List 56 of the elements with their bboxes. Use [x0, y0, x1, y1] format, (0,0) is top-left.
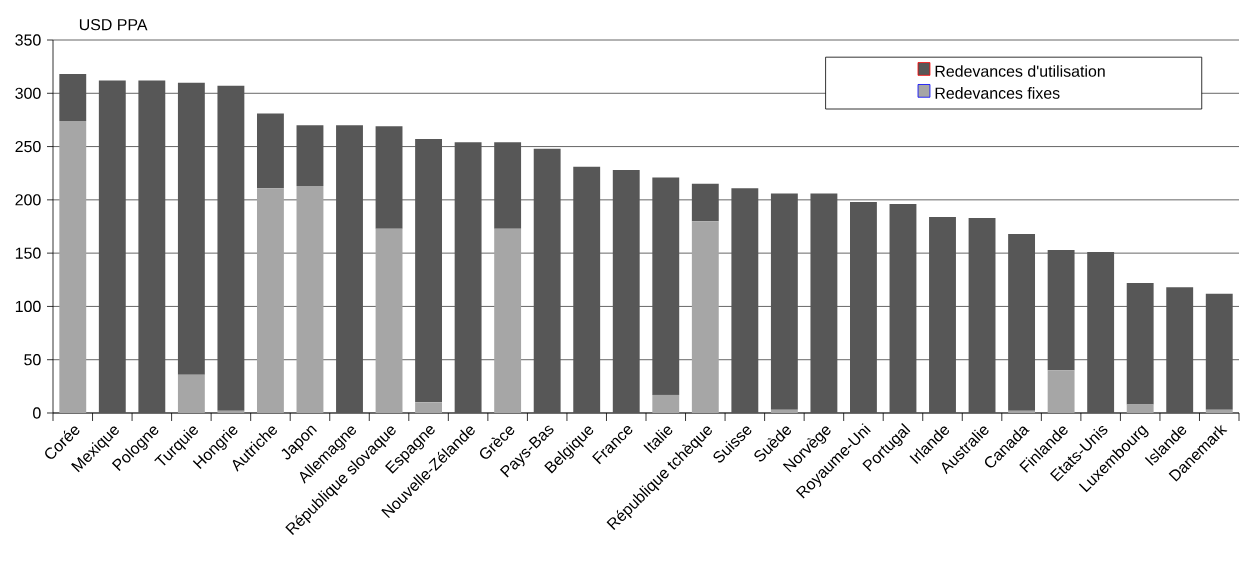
bar — [1047, 370, 1075, 413]
y-axis-title: USD PPA — [79, 19, 148, 31]
bar — [1008, 410, 1036, 413]
bar — [256, 113, 284, 189]
bar — [1047, 249, 1075, 371]
bar — [968, 217, 996, 413]
legend-label: Redevances d'utilisation — [935, 65, 1105, 77]
bar — [1205, 409, 1233, 413]
bar — [138, 80, 166, 413]
bar — [59, 74, 87, 121]
y-tick-label: 200 — [15, 194, 41, 206]
bar — [336, 125, 363, 413]
bar — [850, 201, 877, 413]
bar — [494, 142, 522, 229]
bar — [612, 170, 640, 413]
legend-label: Redevances fixes — [935, 87, 1060, 99]
bar — [415, 139, 443, 403]
bar — [1205, 293, 1233, 410]
bar — [691, 183, 719, 222]
bar — [1008, 233, 1036, 411]
bar — [1126, 404, 1154, 413]
bar — [770, 193, 798, 410]
bar — [929, 216, 956, 413]
bar — [375, 126, 403, 229]
bar — [731, 188, 759, 413]
y-tick-label: 300 — [15, 87, 41, 99]
bar — [296, 186, 324, 413]
bar — [810, 193, 838, 413]
bar — [1087, 252, 1115, 413]
bar — [217, 85, 245, 411]
bar — [573, 166, 601, 413]
bar — [256, 188, 284, 413]
bar — [691, 221, 719, 413]
bar — [770, 409, 798, 413]
bar — [375, 228, 403, 413]
bar — [59, 120, 87, 413]
bar — [889, 204, 917, 413]
y-tick-label: 50 — [24, 354, 41, 366]
y-tick-label: 150 — [15, 247, 41, 259]
bar — [217, 410, 245, 413]
bar — [177, 374, 205, 413]
bar — [533, 148, 561, 413]
bar — [494, 228, 522, 413]
y-tick-label: 0 — [33, 407, 41, 419]
bar — [98, 80, 126, 413]
bar — [454, 142, 482, 413]
bar — [177, 82, 205, 375]
bar — [1166, 287, 1194, 413]
bar — [652, 177, 680, 395]
bar — [1126, 282, 1154, 405]
bar — [296, 125, 324, 186]
y-tick-label: 100 — [15, 300, 41, 313]
bar — [415, 402, 443, 413]
bar — [652, 394, 680, 413]
y-tick-label: 350 — [15, 34, 41, 46]
y-tick-label: 250 — [15, 140, 41, 153]
